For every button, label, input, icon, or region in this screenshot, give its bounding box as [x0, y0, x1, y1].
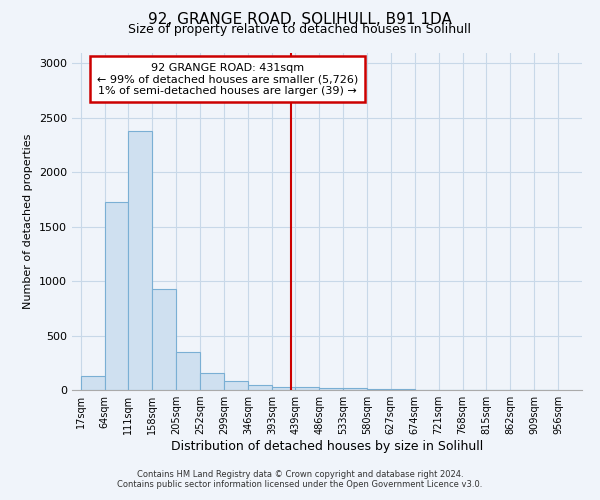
Bar	[367, 389, 391, 390]
Bar	[200, 372, 224, 390]
Bar	[295, 388, 319, 390]
Bar	[176, 352, 200, 390]
Bar	[104, 202, 128, 390]
Bar	[224, 382, 248, 390]
X-axis label: Distribution of detached houses by size in Solihull: Distribution of detached houses by size …	[171, 440, 483, 453]
Bar	[343, 388, 367, 390]
Bar	[128, 132, 152, 390]
Text: Contains HM Land Registry data © Crown copyright and database right 2024.
Contai: Contains HM Land Registry data © Crown c…	[118, 470, 482, 489]
Bar	[319, 388, 343, 390]
Text: Size of property relative to detached houses in Solihull: Size of property relative to detached ho…	[128, 22, 472, 36]
Bar	[248, 385, 272, 390]
Y-axis label: Number of detached properties: Number of detached properties	[23, 134, 34, 309]
Bar	[80, 376, 104, 390]
Text: 92 GRANGE ROAD: 431sqm
← 99% of detached houses are smaller (5,726)
1% of semi-d: 92 GRANGE ROAD: 431sqm ← 99% of detached…	[97, 62, 358, 96]
Bar	[152, 290, 176, 390]
Text: 92, GRANGE ROAD, SOLIHULL, B91 1DA: 92, GRANGE ROAD, SOLIHULL, B91 1DA	[148, 12, 452, 28]
Bar	[272, 386, 296, 390]
